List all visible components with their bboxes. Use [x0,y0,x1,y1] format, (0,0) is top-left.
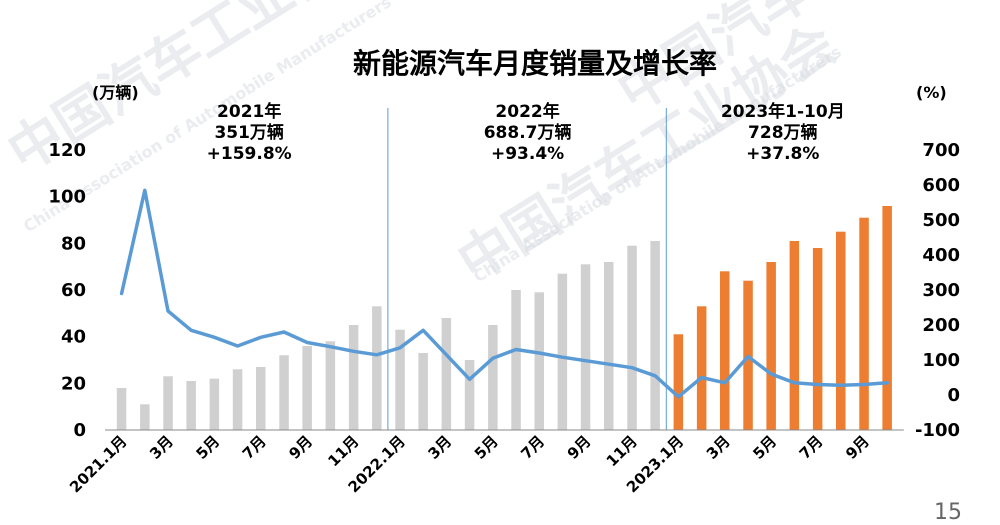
bar [836,231,846,430]
period-annotation: +37.8% [746,144,819,164]
bar [163,376,173,430]
y-right-tick-label: 100 [922,350,960,371]
period-annotation: 2022年 [495,101,559,122]
bar [859,217,869,430]
y-left-tick-label: 40 [61,327,86,348]
y-axis-left-label: (万辆) [92,83,139,102]
x-tick-label: 5月 [749,432,780,463]
x-tick-label: 7月 [517,432,548,463]
x-tick-label: 11月 [603,432,641,470]
period-annotation: +93.4% [491,144,564,164]
x-tick-label: 5月 [471,432,502,463]
bar [395,329,405,430]
bar [720,271,730,430]
bar [441,318,452,430]
x-tick-label: 9月 [564,432,595,463]
period-annotation: 728万辆 [748,122,818,143]
bar [325,341,336,430]
bar [812,248,823,430]
chart-title: 新能源汽车月度销量及增长率 [353,47,717,80]
y-left-tick-label: 80 [61,233,86,254]
growth-rate-line [119,188,889,399]
bar [186,381,196,430]
y-left-tick-label: 60 [61,280,86,301]
period-annotation: 2023年1-10月 [721,101,845,122]
bar [232,369,243,430]
x-tick-label: 3月 [146,432,177,463]
bar [696,306,707,430]
bar [464,360,475,430]
bar [650,241,660,430]
y-axis-right-label: (%) [916,83,947,102]
x-tick-label: 3月 [425,432,456,463]
y-right-tick-label: 300 [922,280,960,301]
y-right-tick-label: 200 [922,315,960,336]
bar [256,367,266,430]
bar [534,292,544,430]
bar [279,355,289,430]
y-right-tick-label: 400 [922,245,960,266]
y-right-tick-label: 500 [922,210,960,231]
y-left-tick-label: 120 [48,140,86,161]
bar [604,262,614,430]
bar [348,325,359,430]
bar [488,325,498,430]
y-left-tick-label: 20 [61,373,86,394]
bar [209,378,220,430]
bar [511,290,521,430]
x-tick-label: 2021.1月 [66,432,130,496]
bar [580,264,591,430]
x-tick-label: 7月 [796,432,827,463]
y-right-tick-label: -100 [915,420,960,441]
bar [140,404,150,430]
period-annotation: 688.7万辆 [484,122,572,143]
x-tick-label: 7月 [239,432,270,463]
x-tick-label: 9月 [285,432,316,463]
y-right-tick-label: 0 [947,385,960,406]
bar [882,206,892,430]
bar [673,334,684,430]
bar [789,241,800,430]
bar [418,353,428,430]
x-tick-label: 9月 [842,432,873,463]
y-left-tick-label: 100 [48,187,86,208]
bar [116,388,127,430]
y-left-tick-label: 0 [73,420,86,441]
x-tick-label: 5月 [193,432,224,463]
x-tick-label: 11月 [324,432,362,470]
bar [302,346,312,430]
period-annotation: +159.8% [207,144,292,164]
bar [627,245,637,430]
period-annotation: 2021年 [217,101,281,122]
y-right-tick-label: 700 [922,140,960,161]
y-right-tick-label: 600 [922,175,960,196]
bar [372,306,382,430]
x-tick-label: 3月 [703,432,734,463]
period-annotation: 351万辆 [214,122,284,143]
bar [766,262,776,430]
bar [557,273,568,430]
page-number: 15 [934,500,962,525]
